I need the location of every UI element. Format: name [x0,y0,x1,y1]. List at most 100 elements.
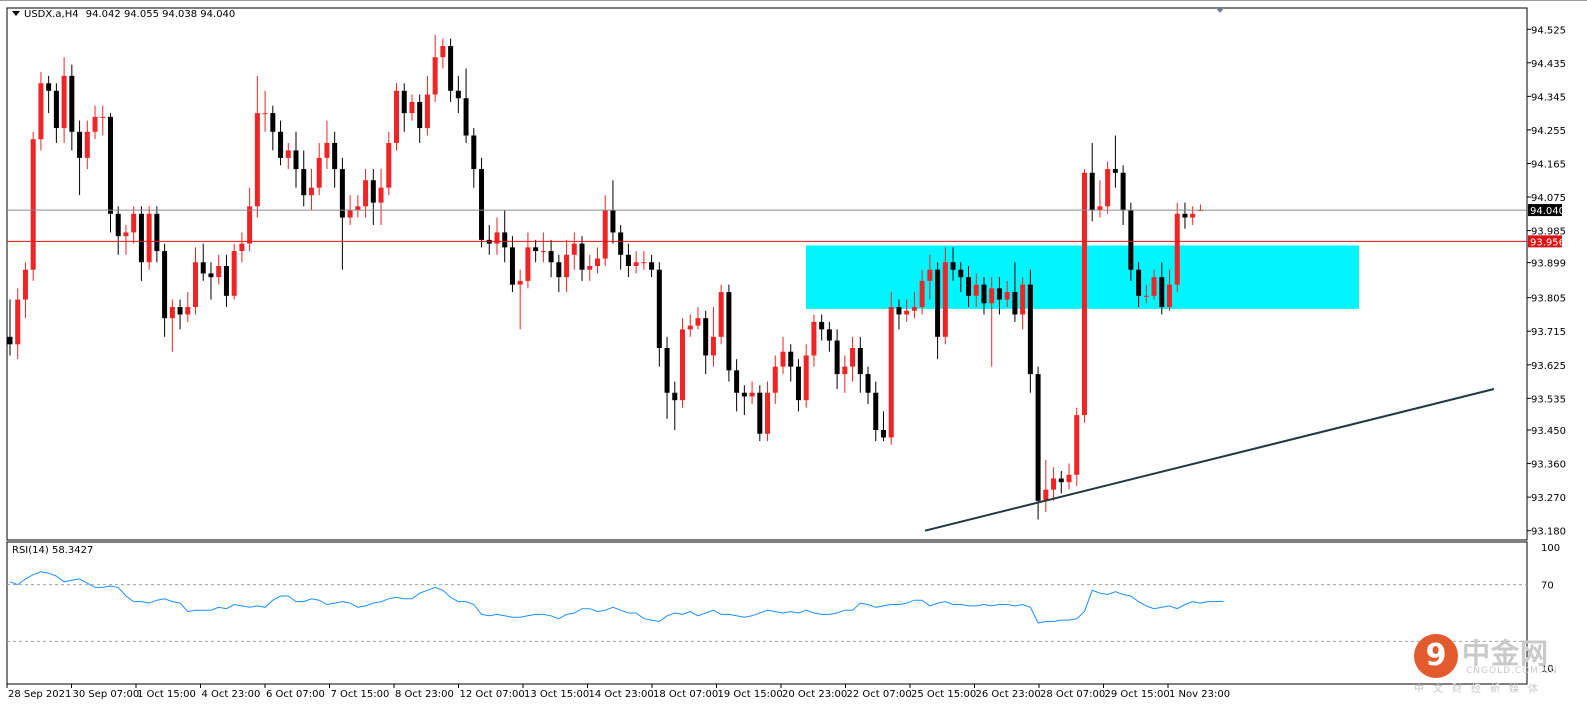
candle [1182,202,1188,229]
candle [223,254,229,307]
candle-body [1066,474,1072,483]
candle [826,321,832,352]
candle [53,83,59,143]
candle [77,120,83,196]
candle-body [324,142,330,158]
candle-body [1167,284,1172,307]
price-tick-label: 93.625 [1531,361,1566,372]
candle-body [517,280,523,285]
candle-body [958,269,964,278]
candle [989,277,995,367]
candle [1043,459,1049,513]
time-tick-label: 26 Oct 23:00 [976,689,1041,700]
candle-body [471,135,477,170]
candle-body [1143,295,1149,297]
candle [1097,180,1103,218]
candle [517,269,523,330]
candle-body [131,213,137,233]
candle-body [765,392,771,434]
candle [602,195,608,266]
candle [285,142,291,170]
candle-body [1035,374,1041,501]
candle-body [950,262,956,270]
candle [865,366,871,404]
candle-body [857,348,863,375]
candle [38,72,44,151]
candle-body [1020,284,1026,315]
candle-body [247,206,253,244]
candle [625,243,631,278]
candle-body [564,254,570,278]
candle-body [347,210,353,218]
candle [308,169,314,211]
current-price-label-bg [1528,204,1562,217]
candle [564,239,570,293]
candle [1159,262,1165,315]
candle [231,243,237,300]
candle [239,232,245,263]
candle [324,120,330,170]
candle-body [509,247,515,285]
price-tick-label: 93.899 [1531,259,1566,270]
candle-body [826,329,832,341]
price-tick-label: 93.270 [1531,493,1566,504]
dropdown-triangle-icon[interactable] [12,11,20,16]
candle-body [293,150,299,170]
candle [401,83,407,132]
candle-body [216,265,222,278]
candle [1143,284,1149,304]
candle [857,336,863,393]
candle-body [100,116,106,118]
time-tick-label: 28 Oct 07:00 [1040,689,1105,700]
candle-body [502,232,508,248]
candle [424,75,430,136]
price-tick-label: 94.525 [1531,25,1566,36]
candle [92,105,98,140]
candle-body [53,90,59,129]
candle [1120,165,1126,225]
time-tick-label: 22 Oct 07:00 [847,689,912,700]
candle [254,75,260,218]
candle-body [169,306,175,319]
candle-body [316,157,322,188]
candle [7,299,13,356]
candle [1136,262,1142,307]
candle [471,128,477,188]
candle [834,329,840,390]
candle [935,262,941,360]
candle [788,344,794,382]
candle [332,131,338,188]
candle-body [718,292,724,337]
candle [115,206,121,255]
candle [571,232,577,270]
candle [278,120,284,166]
candle-body [262,113,268,115]
candle-body [479,169,485,240]
symbol-header[interactable]: USDX.a,H4 94.042 94.055 94.038 94.040 [12,9,235,20]
candle [131,206,137,244]
candle-body [440,46,446,58]
candle-body [193,262,199,307]
candle-body [966,277,972,296]
candle [695,306,701,330]
candle [316,142,322,196]
time-tick-label: 18 Oct 07:00 [653,689,718,700]
candle [208,262,214,300]
candle-body [455,90,461,99]
candle-body [579,243,585,270]
candle [30,131,36,281]
candle-body [811,321,817,356]
watermark-cn: 中金网 [1462,637,1550,670]
candle-body [772,366,778,393]
rsi-panel-frame [6,541,1528,685]
candle [455,75,461,114]
candle-body [1081,172,1087,416]
candle-body [378,187,384,203]
candle-body [548,251,554,263]
candle [1174,202,1180,293]
candle [193,247,199,315]
candle-body [865,374,871,393]
candle-body [734,370,740,393]
candle-body [880,430,886,438]
